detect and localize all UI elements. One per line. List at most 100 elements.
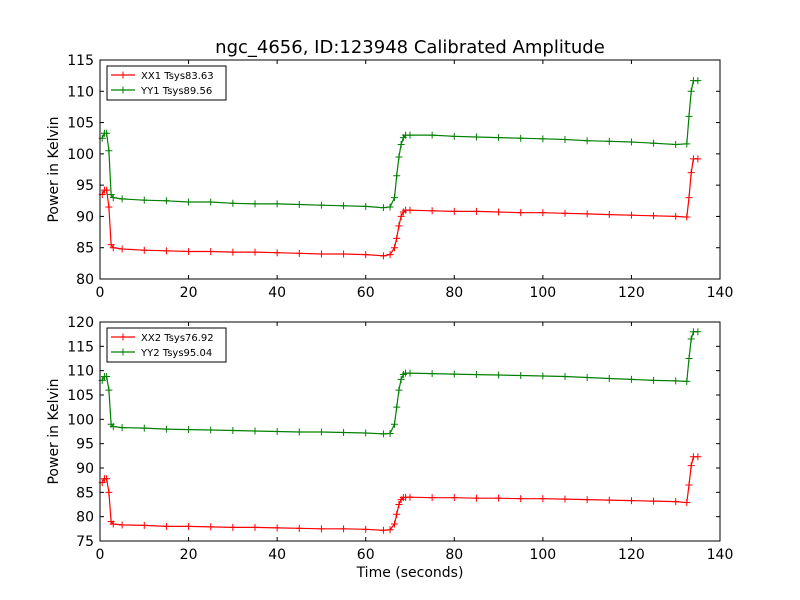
- y-tick-label: 80: [76, 510, 94, 526]
- data-point: [397, 375, 405, 383]
- data-point: [685, 481, 693, 489]
- data-point: [672, 140, 680, 148]
- data-point: [295, 249, 303, 257]
- y-tick-label: 90: [76, 461, 94, 477]
- data-point: [395, 222, 403, 230]
- data-point: [391, 194, 398, 202]
- data-point: [694, 328, 702, 336]
- series-line: [101, 331, 698, 435]
- data-point: [672, 377, 680, 385]
- data-point: [379, 252, 387, 260]
- y-tick-label: 115: [67, 339, 94, 355]
- data-point: [650, 497, 658, 505]
- data-point: [379, 430, 387, 438]
- data-point: [118, 521, 126, 529]
- data-point: [539, 135, 547, 143]
- data-point: [105, 203, 113, 211]
- data-point: [694, 77, 702, 85]
- x-tick-label: 20: [180, 547, 198, 563]
- legend-label: XX2 Tsys76.92: [141, 333, 214, 344]
- data-point: [207, 523, 215, 531]
- data-point: [561, 209, 569, 217]
- data-point: [140, 246, 148, 254]
- data-point: [273, 200, 281, 208]
- data-point: [340, 202, 348, 210]
- data-point: [393, 403, 401, 411]
- data-point: [495, 208, 503, 216]
- data-point: [317, 250, 325, 258]
- data-point: [495, 494, 503, 502]
- data-point: [362, 251, 370, 259]
- data-point: [687, 335, 695, 343]
- data-point: [362, 525, 370, 533]
- y-tick-label: 75: [76, 534, 94, 550]
- data-point: [162, 247, 170, 255]
- data-point: [140, 196, 148, 204]
- y-tick-label: 110: [67, 84, 94, 100]
- data-point: [105, 386, 113, 394]
- x-tick-label: 100: [529, 547, 556, 563]
- data-point: [140, 424, 148, 432]
- data-point: [103, 373, 111, 381]
- series-line: [101, 79, 698, 209]
- data-point: [450, 370, 458, 378]
- data-point: [406, 369, 414, 377]
- data-point: [627, 138, 635, 146]
- data-point: [273, 428, 281, 435]
- series-2-1: [98, 453, 702, 534]
- data-point: [386, 203, 394, 211]
- y-tick-label: 95: [76, 178, 94, 194]
- top-plot-panel: 0 20 40 60 80 100 120 140 80 85 90 95 100 105 110 115 Po…: [46, 53, 733, 301]
- data-point: [391, 244, 398, 252]
- data-point: [687, 462, 695, 470]
- x-tick-label: 60: [357, 547, 375, 563]
- x-tick-label: 60: [357, 285, 375, 301]
- data-point: [450, 132, 458, 140]
- data-point: [386, 526, 394, 534]
- y-tick-label: 85: [76, 241, 94, 257]
- data-point: [317, 428, 325, 436]
- data-point: [517, 209, 525, 217]
- y-tick-label: 95: [76, 437, 94, 453]
- data-point: [362, 202, 370, 210]
- x-tick-label: 80: [445, 285, 463, 301]
- data-point: [583, 137, 591, 145]
- data-point: [386, 429, 394, 437]
- y-tick-label: 105: [67, 388, 94, 404]
- legend-label: XX1 Tsys83.63: [141, 71, 214, 82]
- data-point: [627, 497, 635, 505]
- data-point: [229, 248, 237, 256]
- data-point: [362, 429, 370, 437]
- data-point: [185, 426, 193, 434]
- data-point: [539, 209, 547, 217]
- data-point: [605, 496, 613, 504]
- data-point: [685, 355, 693, 362]
- data-point: [694, 453, 702, 461]
- data-point: [650, 376, 658, 384]
- data-point: [583, 496, 591, 504]
- x-tick-label: 120: [618, 285, 645, 301]
- data-point: [118, 424, 126, 432]
- data-point: [207, 198, 215, 206]
- y-tick-label: 80: [76, 272, 94, 288]
- data-point: [162, 425, 170, 433]
- data-point: [472, 133, 480, 141]
- data-point: [140, 521, 148, 529]
- data-point: [118, 245, 126, 253]
- y-axis-label: Power in Kelvin: [46, 116, 62, 222]
- data-point: [109, 520, 117, 528]
- legend-marker: [119, 348, 127, 356]
- plot-frame: [99, 321, 721, 542]
- data-point: [406, 131, 414, 139]
- data-point: [683, 140, 691, 148]
- data-point: [687, 169, 695, 177]
- data-point: [428, 207, 436, 215]
- data-point: [207, 426, 215, 434]
- data-point: [583, 373, 591, 381]
- data-point: [472, 494, 480, 502]
- x-tick-label: 0: [96, 285, 105, 301]
- x-tick-label: 140: [707, 285, 734, 301]
- data-point: [251, 427, 259, 435]
- y-tick-label: 85: [76, 485, 94, 501]
